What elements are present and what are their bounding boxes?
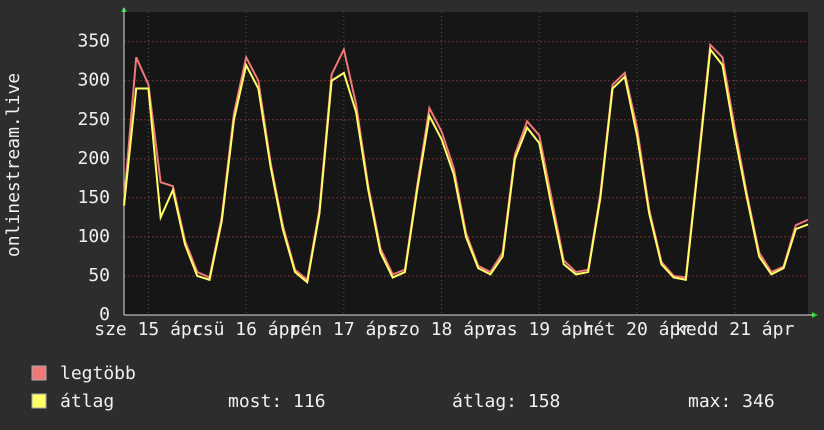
y-axis-title: onlinestream.live [3, 73, 24, 257]
y-tick-label: 100 [77, 226, 110, 247]
y-tick-label: 0 [99, 304, 110, 325]
series-line [123, 46, 809, 285]
y-tick-label: 250 [77, 109, 110, 130]
y-tick-label: 50 [88, 265, 110, 286]
legend-stat: most: 116 [228, 391, 326, 412]
legend-stat: átlag: 158 [452, 391, 560, 412]
y-tick-label: 150 [77, 187, 110, 208]
y-tick-label: 200 [77, 148, 110, 169]
legend-swatch [31, 365, 47, 381]
x-tick-label: szo 18 ápr [387, 319, 496, 340]
legend-stat: max: 346 [688, 391, 775, 412]
legend-label: átlag [60, 391, 114, 412]
axis-arrow [812, 312, 818, 318]
x-tick-label: vas 19 ápr [485, 319, 594, 340]
x-tick-label: csü 16 ápr [192, 319, 301, 340]
x-tick-label: kedd 21 ápr [675, 319, 794, 340]
legend-label: legtöbb [60, 363, 136, 384]
y-tick-label: 300 [77, 70, 110, 91]
x-tick-label: hét 20 ápr [583, 319, 692, 340]
x-tick-label: pén 17 ápr [290, 319, 399, 340]
plot-area [124, 12, 808, 315]
x-tick-label: sze 15 ápr [94, 319, 203, 340]
y-tick-label: 350 [77, 31, 110, 52]
legend-swatch [31, 393, 47, 409]
